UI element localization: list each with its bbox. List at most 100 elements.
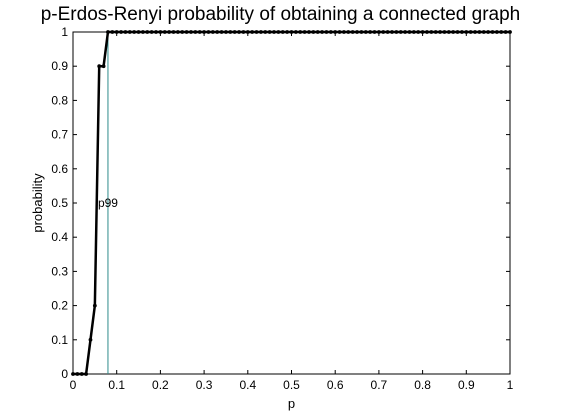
data-point xyxy=(342,30,346,34)
data-point xyxy=(245,30,250,34)
data-point xyxy=(101,64,106,69)
data-point xyxy=(110,30,115,34)
x-axis-label: p xyxy=(288,396,295,411)
x-tick-label: 0 xyxy=(70,378,77,392)
data-point xyxy=(97,64,102,69)
data-point xyxy=(259,30,263,34)
data-point xyxy=(241,30,246,34)
data-point xyxy=(175,30,180,34)
data-point xyxy=(464,30,469,34)
data-point xyxy=(272,30,276,34)
data-point xyxy=(372,30,377,34)
data-point xyxy=(92,303,97,308)
data-point xyxy=(346,30,351,34)
data-point xyxy=(197,30,202,34)
data-point xyxy=(84,372,89,376)
y-tick-label: 0.3 xyxy=(51,264,68,278)
data-point xyxy=(189,30,193,34)
data-point xyxy=(481,30,486,34)
data-point xyxy=(136,30,141,34)
x-tick-label: 0.1 xyxy=(108,378,125,392)
data-point xyxy=(494,30,499,34)
data-point xyxy=(114,30,119,34)
data-point xyxy=(293,30,298,34)
data-point xyxy=(162,30,167,34)
data-point xyxy=(486,30,491,34)
y-tick-label: 0.2 xyxy=(51,299,68,313)
data-point xyxy=(193,30,198,34)
data-point xyxy=(154,30,158,34)
data-point xyxy=(250,30,255,34)
threshold-label: p99 xyxy=(98,196,118,210)
data-point xyxy=(202,30,207,34)
x-tick-label: 0.3 xyxy=(196,378,213,392)
data-point xyxy=(429,30,434,34)
data-point xyxy=(167,30,172,34)
data-point xyxy=(433,30,438,34)
y-tick-label: 1 xyxy=(61,25,68,39)
data-point xyxy=(184,30,189,34)
data-point xyxy=(180,30,185,34)
data-point xyxy=(363,30,368,34)
data-point xyxy=(302,30,307,34)
data-point xyxy=(508,30,512,34)
data-point xyxy=(385,30,390,34)
data-point xyxy=(368,30,373,34)
data-point xyxy=(127,30,132,34)
y-tick-label: 0.1 xyxy=(51,333,68,347)
data-point xyxy=(394,30,399,34)
data-point xyxy=(451,30,456,34)
data-point xyxy=(390,30,394,34)
y-tick-label: 0.4 xyxy=(51,230,68,244)
data-point xyxy=(307,30,311,34)
data-point xyxy=(315,30,320,34)
data-point xyxy=(477,30,482,34)
data-point xyxy=(298,30,303,34)
data-point xyxy=(438,30,442,34)
data-point xyxy=(206,30,211,34)
data-point xyxy=(446,30,451,34)
data-point xyxy=(473,30,477,34)
data-point xyxy=(460,30,464,34)
data-point xyxy=(398,30,403,34)
y-axis-label: probability xyxy=(30,173,45,233)
data-point xyxy=(311,30,316,34)
x-tick-label: 0.6 xyxy=(327,378,344,392)
data-point xyxy=(219,30,224,34)
data-point xyxy=(158,30,163,34)
data-point xyxy=(324,30,329,34)
data-point xyxy=(215,30,220,34)
data-point xyxy=(149,30,154,34)
x-tick-label: 0.5 xyxy=(283,378,300,392)
y-tick-label: 0.7 xyxy=(51,128,68,142)
data-point xyxy=(75,372,80,376)
data-point xyxy=(407,30,412,34)
x-tick-label: 0.7 xyxy=(371,378,388,392)
chart-title: p-Erdos-Renyi probability of obtaining a… xyxy=(40,4,521,25)
data-point xyxy=(119,30,123,34)
data-point xyxy=(350,30,355,34)
data-point xyxy=(224,30,228,34)
data-point xyxy=(276,30,281,34)
data-point xyxy=(359,30,364,34)
x-tick-label: 1 xyxy=(507,378,514,392)
data-point xyxy=(337,30,342,34)
y-tick-label: 0 xyxy=(61,367,68,381)
data-point xyxy=(210,30,215,34)
data-point xyxy=(232,30,237,34)
data-point xyxy=(442,30,447,34)
data-point xyxy=(455,30,460,34)
data-point xyxy=(267,30,272,34)
data-point xyxy=(254,30,259,34)
plot-area xyxy=(72,31,511,375)
data-point xyxy=(416,30,421,34)
data-point xyxy=(88,337,93,342)
data-point xyxy=(123,30,128,34)
data-point xyxy=(503,30,508,34)
data-point xyxy=(355,30,359,34)
data-point xyxy=(333,30,338,34)
y-tick-label: 0.6 xyxy=(51,162,68,176)
x-tick-label: 0.8 xyxy=(414,378,431,392)
